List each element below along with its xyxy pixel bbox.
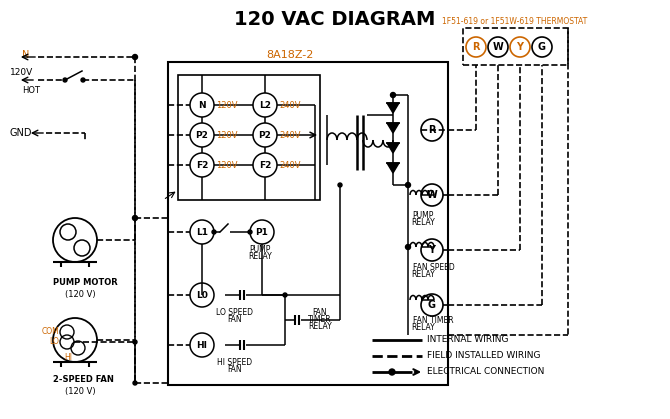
Text: P1: P1 [255,228,269,236]
Text: FIELD INSTALLED WIRING: FIELD INSTALLED WIRING [427,352,541,360]
Text: F2: F2 [196,160,208,170]
Bar [178,75,320,200]
Circle shape [133,215,137,220]
Text: G: G [538,42,546,52]
Text: N: N [22,50,29,60]
Text: LO SPEED: LO SPEED [216,308,253,317]
Text: P2: P2 [196,130,208,140]
Circle shape [81,78,85,82]
Circle shape [405,183,411,187]
Text: LO: LO [49,337,59,347]
Text: RELAY: RELAY [411,218,435,227]
Text: 120V: 120V [10,67,34,77]
Text: Y: Y [517,42,523,52]
Bar [168,62,448,385]
Text: 120 VAC DIAGRAM: 120 VAC DIAGRAM [234,10,436,29]
Text: 1F51-619 or 1F51W-619 THERMOSTAT: 1F51-619 or 1F51W-619 THERMOSTAT [442,17,588,26]
Text: FAN SPEED: FAN SPEED [413,263,455,272]
Text: P2: P2 [259,130,271,140]
Text: 120V: 120V [216,130,237,140]
Circle shape [248,230,252,234]
Circle shape [63,78,67,82]
Text: 120V: 120V [216,160,237,170]
Text: FAN: FAN [313,308,328,317]
Text: PUMP: PUMP [412,211,433,220]
Text: L2: L2 [259,101,271,109]
Circle shape [389,369,395,375]
Text: TIMER: TIMER [308,315,332,324]
Polygon shape [387,103,399,113]
Text: W: W [427,190,438,200]
Text: FAN: FAN [228,315,243,324]
Text: 120V: 120V [216,101,237,109]
Text: RELAY: RELAY [308,322,332,331]
Text: L1: L1 [196,228,208,236]
Text: COM: COM [42,328,59,336]
Text: N: N [198,101,206,109]
Text: Y: Y [429,245,436,255]
Bar [463,28,568,65]
Text: RELAY: RELAY [411,270,435,279]
Text: HOT: HOT [22,85,40,95]
Text: W: W [492,42,503,52]
Text: HI SPEED: HI SPEED [218,358,253,367]
Text: RELAY: RELAY [411,323,435,332]
Text: 2-SPEED FAN: 2-SPEED FAN [53,375,114,384]
Circle shape [405,245,411,249]
Text: R: R [472,42,480,52]
Text: FAN TIMER: FAN TIMER [413,316,454,325]
Text: F2: F2 [259,160,271,170]
Text: 240V: 240V [279,101,301,109]
Text: (120 V): (120 V) [65,387,96,396]
Circle shape [133,54,137,59]
Text: R: R [428,125,436,135]
Polygon shape [387,143,399,153]
Polygon shape [387,123,399,133]
Text: 240V: 240V [279,130,301,140]
Text: PUMP: PUMP [249,245,271,254]
Text: GND: GND [10,128,33,138]
Circle shape [283,293,287,297]
Text: HI: HI [64,352,72,362]
Circle shape [133,340,137,344]
Polygon shape [387,163,399,173]
Text: FAN: FAN [228,365,243,374]
Text: 240V: 240V [279,160,301,170]
Text: G: G [428,300,436,310]
Text: (120 V): (120 V) [65,290,96,299]
Text: RELAY: RELAY [248,252,272,261]
Circle shape [212,230,216,234]
Text: 8A18Z-2: 8A18Z-2 [266,50,314,60]
Circle shape [133,381,137,385]
Text: ELECTRICAL CONNECTION: ELECTRICAL CONNECTION [427,367,544,377]
Circle shape [391,93,395,98]
Text: INTERNAL WIRING: INTERNAL WIRING [427,336,509,344]
Circle shape [338,183,342,187]
Text: L0: L0 [196,290,208,300]
Text: HI: HI [196,341,208,349]
Text: PUMP MOTOR: PUMP MOTOR [53,278,118,287]
